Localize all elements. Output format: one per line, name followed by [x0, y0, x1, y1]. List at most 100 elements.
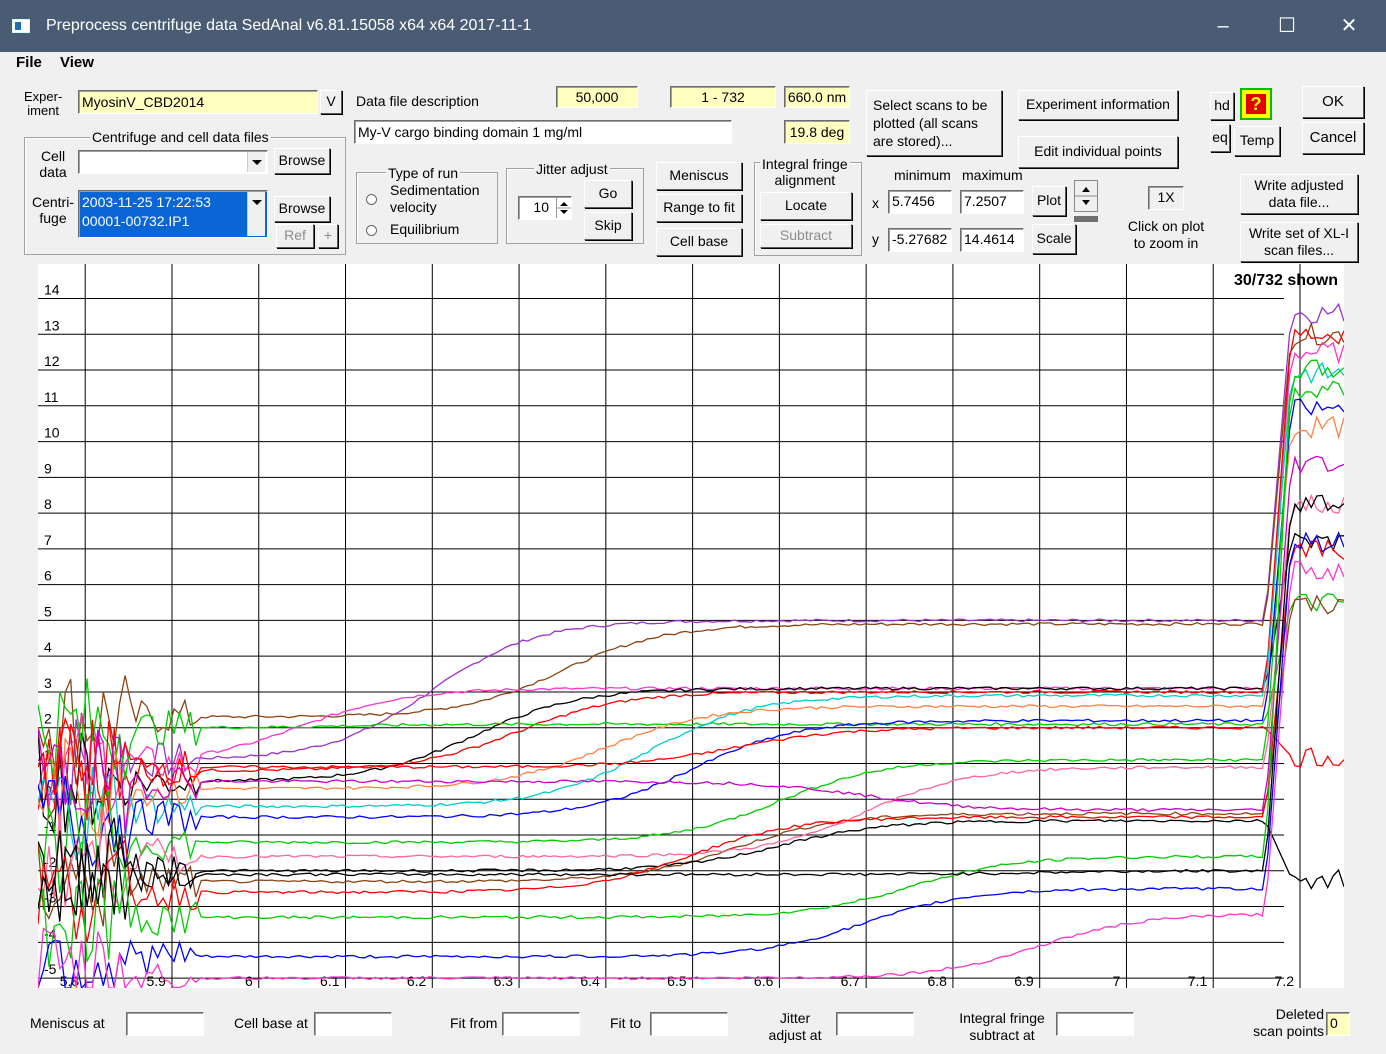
hd-button[interactable]: hd: [1210, 92, 1234, 120]
jitter-at-field[interactable]: [836, 1012, 914, 1036]
x-tick-label: 6.6: [754, 973, 774, 988]
y-tick-label: -5: [44, 961, 57, 977]
x-tick-label: 7.2: [1275, 973, 1295, 988]
plot-button[interactable]: Plot: [1032, 186, 1066, 216]
scan-plot-svg[interactable]: 5.8 5.9 6 6.1 6.2 6.3 6.4 6.5 6.6 6.7 6.8 6.9 7 7.1 7.…: [38, 264, 1344, 988]
jitter-skip-button[interactable]: Skip: [584, 212, 632, 240]
y-max-field[interactable]: 14.4614: [960, 228, 1024, 252]
fit-from-field[interactable]: [502, 1012, 580, 1036]
axis-stepper-icon[interactable]: [1074, 180, 1098, 212]
cell-base-at-field[interactable]: [314, 1012, 392, 1036]
meniscus-at-field[interactable]: [126, 1012, 204, 1036]
scan-line: [38, 494, 1344, 916]
scan-line: [38, 380, 1344, 894]
x-axis-label: x: [872, 195, 879, 211]
ref-button[interactable]: Ref: [276, 224, 314, 248]
locate-button[interactable]: Locate: [760, 192, 852, 220]
maximum-label: maximum: [962, 167, 1023, 183]
scan-line: [38, 455, 1344, 835]
experiment-field[interactable]: MyosinV_CBD2014: [78, 90, 318, 114]
scan-line: [38, 359, 1344, 967]
y-tick-label: 8: [44, 496, 52, 512]
select-scans-button[interactable]: Select scans to be plotted (all scans ar…: [866, 90, 1002, 156]
centrifuge-browse-button[interactable]: Browse: [274, 196, 330, 222]
write-adjusted-data-button[interactable]: Write adjusted data file...: [1240, 174, 1358, 214]
cell-base-at-label: Cell base at: [234, 1015, 308, 1031]
experiment-v-button[interactable]: V: [320, 90, 342, 114]
eq-button[interactable]: eq: [1210, 124, 1230, 152]
title-bar: Preprocess centrifuge data SedAnal v6.81…: [0, 0, 1386, 52]
x-tick-label: 6.5: [667, 973, 687, 988]
slider-bar[interactable]: [1074, 216, 1098, 222]
x-tick-label: 7: [1113, 973, 1121, 988]
scans-shown-overlay: 30/732 shown: [1233, 272, 1338, 289]
y-tick-label: 10: [44, 425, 60, 441]
temp-button[interactable]: Temp: [1234, 126, 1280, 156]
integral-at-field[interactable]: [1056, 1012, 1134, 1036]
chevron-down-icon[interactable]: [247, 192, 265, 236]
scan-range-field: 1 - 732: [670, 86, 776, 108]
centrifuge-file-list[interactable]: 2003-11-25 17:22:53 00001-00732.IP1: [78, 190, 268, 238]
close-button[interactable]: ✕: [1340, 15, 1358, 37]
y-tick-label: 11: [44, 389, 59, 405]
experiment-label: Exper- iment: [24, 89, 63, 118]
help-icon[interactable]: ?: [1240, 88, 1272, 120]
menu-file[interactable]: File: [16, 54, 42, 71]
sedimentation-velocity-radio[interactable]: [366, 194, 377, 205]
x-min-field[interactable]: 5.7456: [888, 190, 952, 214]
sedimentation-velocity-label: Sedimentation velocity: [390, 182, 480, 215]
x-max-field[interactable]: 7.2507: [960, 190, 1024, 214]
temperature-field: 19.8 deg: [784, 120, 850, 144]
y-min-field[interactable]: -5.27682: [888, 228, 952, 252]
scan-line: [38, 532, 1344, 834]
write-xl-files-button[interactable]: Write set of XL-I scan files...: [1240, 222, 1358, 262]
equilibrium-label: Equilibrium: [390, 221, 460, 237]
y-tick-label: 5: [44, 603, 52, 619]
x-tick-label: 6.8: [927, 973, 947, 988]
y-tick-label: 9: [44, 460, 52, 476]
run-type-title: Type of run: [386, 165, 461, 181]
jitter-title: Jitter adjust: [534, 161, 610, 177]
stepper-arrows-icon[interactable]: [556, 198, 571, 218]
x-tick-label: 6.2: [407, 973, 427, 988]
range-to-fit-button[interactable]: Range to fit: [656, 194, 742, 222]
menu-bar: File View: [0, 52, 1386, 74]
scan-line: [38, 361, 1344, 861]
cell-data-dropdown[interactable]: [78, 150, 268, 174]
maximize-button[interactable]: ☐: [1278, 15, 1296, 37]
edit-individual-points-button[interactable]: Edit individual points: [1018, 136, 1178, 168]
menu-view[interactable]: View: [60, 54, 94, 71]
x-tick-label: 6.9: [1014, 973, 1034, 988]
x-tick-label: 5.9: [147, 973, 167, 988]
experiment-information-button[interactable]: Experiment information: [1018, 90, 1178, 120]
cancel-button[interactable]: Cancel: [1302, 122, 1364, 154]
minimum-label: minimum: [894, 167, 951, 183]
integral-at-label: Integral fringe subtract at: [959, 1010, 1045, 1043]
speed-field: 50,000: [556, 86, 638, 108]
meniscus-button[interactable]: Meniscus: [656, 162, 742, 190]
scale-button[interactable]: Scale: [1032, 224, 1076, 254]
scan-plot[interactable]: 5.8 5.9 6 6.1 6.2 6.3 6.4 6.5 6.6 6.7 6.8 6.9 7 7.1 7.…: [38, 264, 1344, 988]
fit-to-field[interactable]: [650, 1012, 728, 1036]
scan-line: [38, 398, 1344, 868]
centrifuge-file-name: 00001-00732.IP1: [82, 213, 190, 229]
scan-line: [38, 341, 1344, 816]
cell-data-label: Cell data: [39, 148, 67, 180]
scan-line: [38, 593, 1344, 780]
deleted-points-field: 0: [1326, 1012, 1350, 1036]
plus-button[interactable]: +: [318, 224, 338, 248]
x-tick-label: 7.1: [1188, 973, 1208, 988]
subtract-button[interactable]: Subtract: [760, 224, 852, 248]
centrifuge-file-datetime: 2003-11-25 17:22:53: [82, 194, 211, 210]
scan-line: [38, 594, 1344, 927]
jitter-go-button[interactable]: Go: [584, 180, 632, 208]
cell-browse-button[interactable]: Browse: [274, 148, 330, 174]
ok-button[interactable]: OK: [1302, 86, 1364, 118]
description-field[interactable]: My-V cargo binding domain 1 mg/ml: [354, 120, 732, 144]
minimize-button[interactable]: –: [1217, 15, 1229, 37]
equilibrium-radio[interactable]: [366, 225, 377, 236]
cell-base-button[interactable]: Cell base: [656, 228, 742, 256]
y-tick-label: 12: [44, 353, 60, 369]
chevron-down-icon[interactable]: [247, 152, 265, 172]
scan-line: [38, 560, 1344, 988]
